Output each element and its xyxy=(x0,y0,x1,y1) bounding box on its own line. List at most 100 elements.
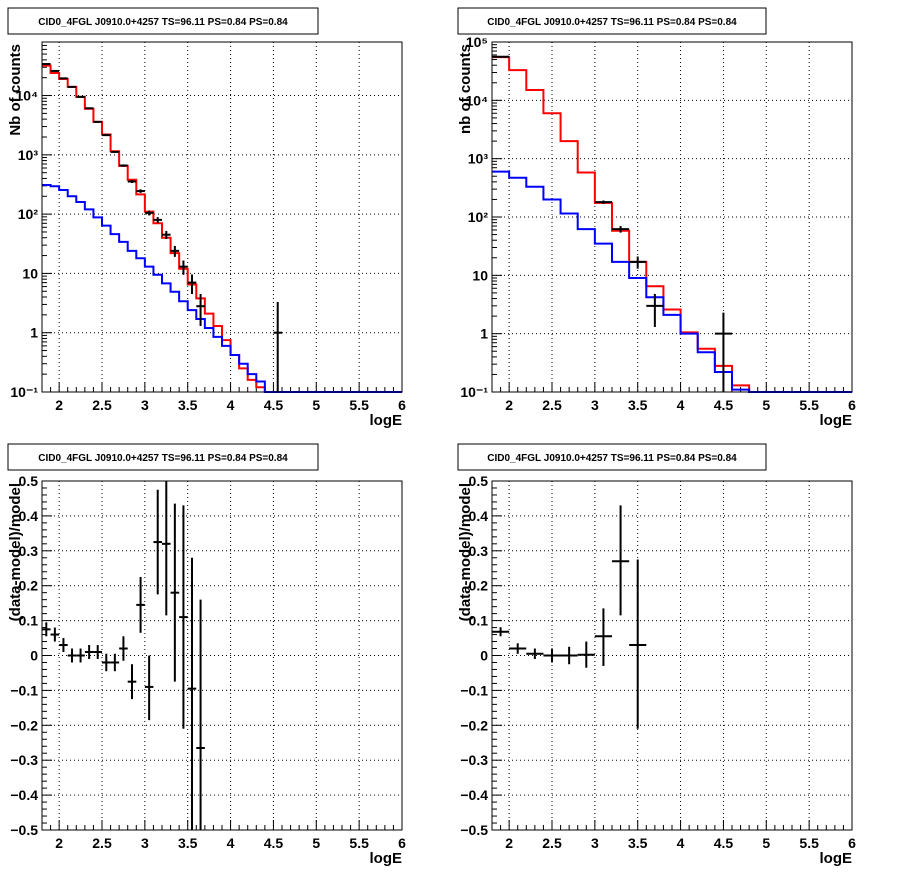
x-tick-label: 6 xyxy=(398,397,406,413)
data-point xyxy=(136,189,145,193)
x-tick-label: 4.5 xyxy=(264,835,284,851)
y-tick-label: 0.2 xyxy=(19,578,39,594)
x-tick-label: 5.5 xyxy=(799,835,819,851)
y-tick-label: 0.5 xyxy=(19,473,39,489)
y-tick-label: 0.3 xyxy=(19,543,39,559)
x-tick-label: 2 xyxy=(505,397,513,413)
data-point xyxy=(170,503,180,682)
x-tick-label: 3 xyxy=(141,835,149,851)
y-tick-label: −0.3 xyxy=(460,752,488,768)
x-tick-label: 2.5 xyxy=(542,835,562,851)
data-point xyxy=(93,645,102,659)
x-tick-label: 2 xyxy=(505,835,513,851)
y-tick-label: 10⁴ xyxy=(16,88,39,104)
data-point xyxy=(543,648,561,663)
x-tick-label: 2 xyxy=(55,397,63,413)
data-point xyxy=(42,63,51,66)
y-tick-label: 10² xyxy=(18,206,39,222)
data-point xyxy=(102,134,111,137)
y-tick-label: 0.1 xyxy=(19,613,39,629)
x-tick-label: 6 xyxy=(848,835,856,851)
y-tick-label: 10⁻¹ xyxy=(10,384,38,400)
data-point xyxy=(144,210,154,216)
data-point xyxy=(84,107,94,110)
y-axis-title: Nb of counts xyxy=(7,44,24,136)
plot-frame xyxy=(491,480,853,831)
x-tick-label: 3 xyxy=(591,835,599,851)
histogram-series xyxy=(42,183,402,393)
data-point xyxy=(84,645,94,659)
data-point xyxy=(127,664,137,700)
y-axis-title: nb of counts xyxy=(457,44,474,134)
y-tick-label: 1 xyxy=(30,325,38,341)
data-point xyxy=(629,559,647,729)
data-point xyxy=(67,648,77,663)
data-point xyxy=(42,622,51,637)
histogram-series xyxy=(492,56,852,393)
data-point xyxy=(577,641,595,668)
data-point xyxy=(110,653,120,672)
data-point xyxy=(76,648,85,663)
x-tick-label: 6 xyxy=(848,397,856,413)
x-tick-label: 4 xyxy=(677,835,685,851)
x-axis-title: logE xyxy=(370,850,403,867)
data-point xyxy=(196,293,205,326)
x-tick-label: 6 xyxy=(398,835,406,851)
data-point xyxy=(119,164,128,167)
x-tick-label: 4.5 xyxy=(714,397,734,413)
x-tick-label: 4.5 xyxy=(264,397,284,413)
data-point xyxy=(153,217,162,223)
histogram-series xyxy=(492,170,852,393)
x-tick-label: 5 xyxy=(312,397,320,413)
y-tick-label: 10³ xyxy=(18,147,39,163)
chart-title: CID0_4FGL J0910.0+4257 TS=96.11 PS=0.84 … xyxy=(38,453,288,464)
x-tick-label: 2.5 xyxy=(542,397,562,413)
plot-frame xyxy=(41,41,403,393)
data-point xyxy=(170,246,180,257)
chart-panel: CID0_4FGL J0910.0+4257 TS=96.11 PS=0.84 … xyxy=(457,7,856,429)
data-point xyxy=(196,599,205,830)
data-point xyxy=(187,274,197,294)
x-axis-title: logE xyxy=(370,412,403,429)
data-point xyxy=(144,655,154,721)
data-point xyxy=(127,180,137,183)
y-tick-label: 0.4 xyxy=(19,508,39,524)
data-point xyxy=(492,627,510,637)
x-tick-label: 2 xyxy=(55,835,63,851)
x-tick-label: 5.5 xyxy=(349,835,369,851)
chart-title-box xyxy=(457,7,767,35)
data-point xyxy=(50,69,60,72)
y-tick-label: 0.3 xyxy=(469,543,489,559)
data-point xyxy=(612,226,630,233)
y-tick-label: −0.4 xyxy=(10,787,38,803)
y-tick-label: −0.5 xyxy=(10,822,38,838)
x-tick-label: 5 xyxy=(762,397,770,413)
y-tick-label: 10⁻¹ xyxy=(460,384,488,400)
y-tick-label: 10 xyxy=(472,267,488,283)
data-point xyxy=(594,608,612,666)
data-point xyxy=(594,200,612,204)
data-point xyxy=(119,636,128,661)
x-tick-label: 3 xyxy=(591,397,599,413)
data-point xyxy=(560,646,578,665)
chart-title: CID0_4FGL J0910.0+4257 TS=96.11 PS=0.84 … xyxy=(38,17,288,28)
chart-title: CID0_4FGL J0910.0+4257 TS=96.11 PS=0.84 … xyxy=(487,453,737,464)
x-tick-label: 5.5 xyxy=(799,397,819,413)
y-tick-label: 10³ xyxy=(468,151,489,167)
data-point xyxy=(612,505,630,616)
data-point xyxy=(179,505,188,729)
x-tick-label: 3.5 xyxy=(628,397,648,413)
data-point xyxy=(136,576,145,633)
y-tick-label: 10 xyxy=(22,265,38,281)
chart-title-box xyxy=(7,7,319,35)
chart-panel: CID0_4FGL J0910.0+4257 TS=96.11 PS=0.84 … xyxy=(7,443,406,867)
data-point xyxy=(110,150,120,153)
chart-title-box xyxy=(7,443,319,471)
data-point xyxy=(526,648,544,659)
y-tick-label: −0.1 xyxy=(460,682,488,698)
y-tick-label: 0 xyxy=(480,648,488,664)
chart-title-box xyxy=(457,443,767,471)
y-tick-label: 0.5 xyxy=(469,473,489,489)
y-axis-title: (data-model)/model xyxy=(7,483,24,621)
